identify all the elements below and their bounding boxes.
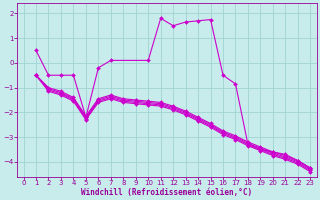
X-axis label: Windchill (Refroidissement éolien,°C): Windchill (Refroidissement éolien,°C) [81,188,252,197]
